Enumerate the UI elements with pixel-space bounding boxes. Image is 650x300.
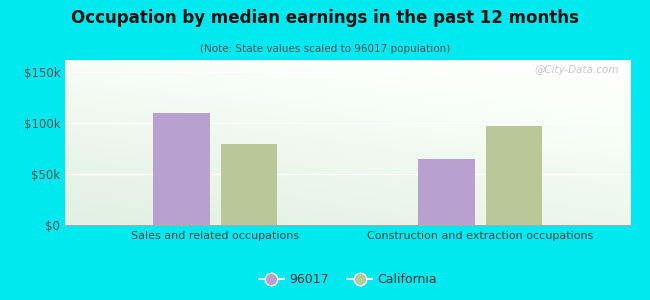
Legend: 96017, California: 96017, California [254,268,442,291]
Bar [153,113,210,225]
Bar [419,159,475,225]
Text: (Note: State values scaled to 96017 population): (Note: State values scaled to 96017 popu… [200,44,450,53]
Text: Occupation by median earnings in the past 12 months: Occupation by median earnings in the pas… [71,9,579,27]
Text: @City-Data.com: @City-Data.com [535,65,619,75]
Bar [220,143,277,225]
Bar [486,126,542,225]
